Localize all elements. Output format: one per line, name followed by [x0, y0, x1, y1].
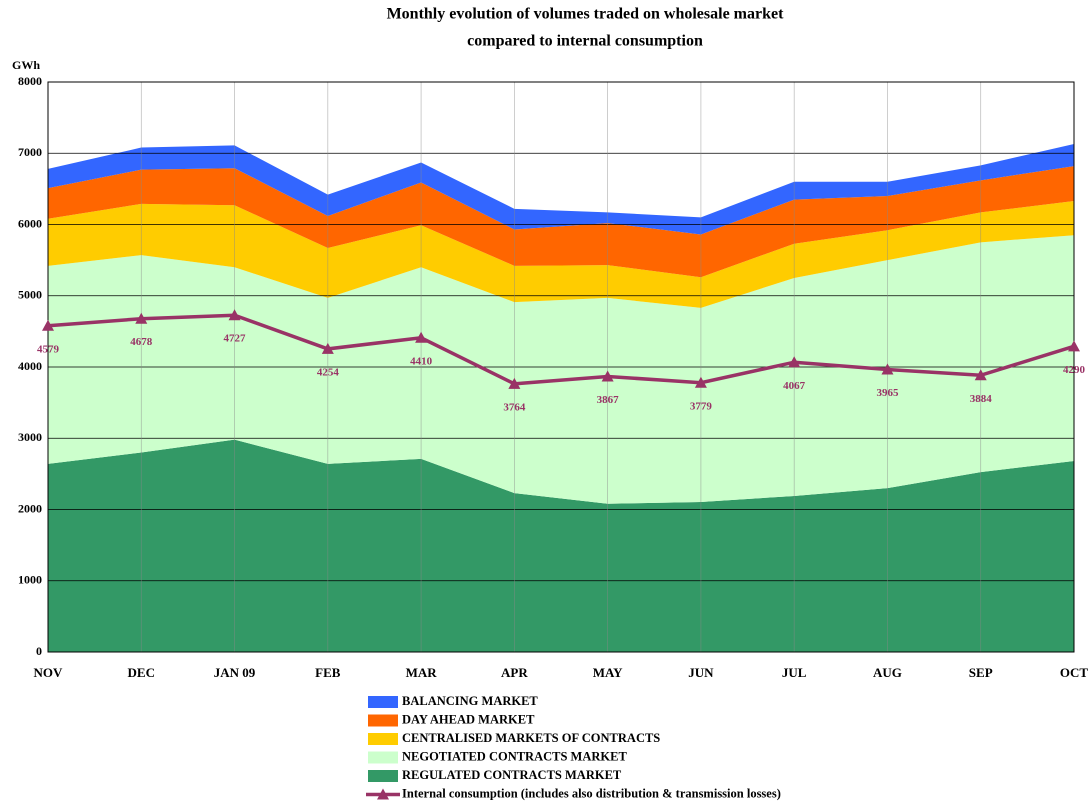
x-tick-label: JUL — [782, 665, 807, 680]
legend-label: REGULATED CONTRACTS MARKET — [402, 768, 622, 782]
y-tick-label: 0 — [36, 644, 42, 658]
chart-title: compared to internal consumption — [467, 33, 703, 50]
marker — [228, 309, 241, 321]
data-label: 4678 — [130, 336, 153, 348]
x-tick-label: JAN 09 — [214, 665, 256, 680]
marker — [42, 319, 54, 331]
x-tick-label: OCT — [1060, 665, 1089, 680]
marker — [508, 377, 521, 389]
line — [47, 313, 1075, 386]
data-label: 3884 — [970, 393, 993, 405]
marker — [135, 312, 148, 324]
marker — [694, 376, 707, 388]
data-label: 3764 — [503, 401, 526, 413]
x-tick-label: NOV — [34, 665, 64, 680]
legend-swatch — [368, 714, 398, 727]
y-tick-label: 3000 — [18, 430, 42, 444]
y-tick-label: 1000 — [18, 573, 42, 587]
data-label: 4254 — [317, 366, 340, 378]
data-label: 4579 — [37, 343, 60, 355]
x-tick-label: MAY — [593, 665, 623, 680]
x-tick-label: APR — [501, 665, 528, 680]
legend-label: BALANCING MARKET — [402, 694, 538, 708]
x-tick-label: AUG — [873, 665, 902, 680]
marker — [1068, 340, 1080, 352]
legend-swatch — [368, 733, 398, 745]
marker — [788, 356, 801, 368]
area — [48, 235, 1074, 504]
marker — [321, 342, 334, 354]
legend-label: CENTRALISED MARKETS OF CONTRACTS — [402, 731, 660, 745]
legend-swatch — [368, 770, 398, 782]
chart-title: Monthly evolution of volumes traded on w… — [387, 6, 785, 23]
legend-label: NEGOTIATED CONTRACTS MARKET — [402, 749, 627, 763]
data-label: 4727 — [224, 333, 247, 345]
area — [48, 166, 1074, 278]
area — [48, 439, 1074, 652]
data-label: 3779 — [690, 400, 713, 412]
marker — [974, 369, 987, 381]
legend-swatch — [368, 696, 398, 708]
marker — [415, 331, 428, 343]
data-label: 4067 — [783, 380, 806, 392]
legend-label: Internal consumption (includes also dist… — [402, 786, 781, 800]
marker — [881, 363, 894, 375]
data-label: 4410 — [410, 355, 433, 367]
plot-border — [47, 81, 1075, 653]
x-tick-label: FEB — [315, 665, 341, 680]
x-tick-label: DEC — [128, 665, 155, 680]
legend-label: DAY AHEAD MARKET — [402, 712, 535, 726]
legend-swatch — [377, 788, 389, 800]
y-tick-label: 6000 — [18, 216, 42, 230]
x-tick-label: MAR — [406, 665, 438, 680]
y-tick-label: 4000 — [18, 359, 42, 373]
y-tick-label: 5000 — [18, 288, 42, 302]
y-tick-label: 2000 — [18, 501, 42, 515]
y-tick-label: 8000 — [18, 74, 42, 88]
marker — [601, 370, 614, 382]
data-label: 3965 — [876, 387, 899, 399]
y-tick-label: 7000 — [18, 145, 42, 159]
data-label: 3867 — [597, 394, 620, 406]
area — [48, 200, 1074, 308]
x-tick-label: SEP — [969, 665, 993, 680]
legend-swatch — [368, 751, 398, 764]
data-label: 4290 — [1063, 364, 1086, 376]
y-axis-label: GWh — [12, 58, 40, 72]
x-tick-label: JUN — [688, 665, 714, 680]
